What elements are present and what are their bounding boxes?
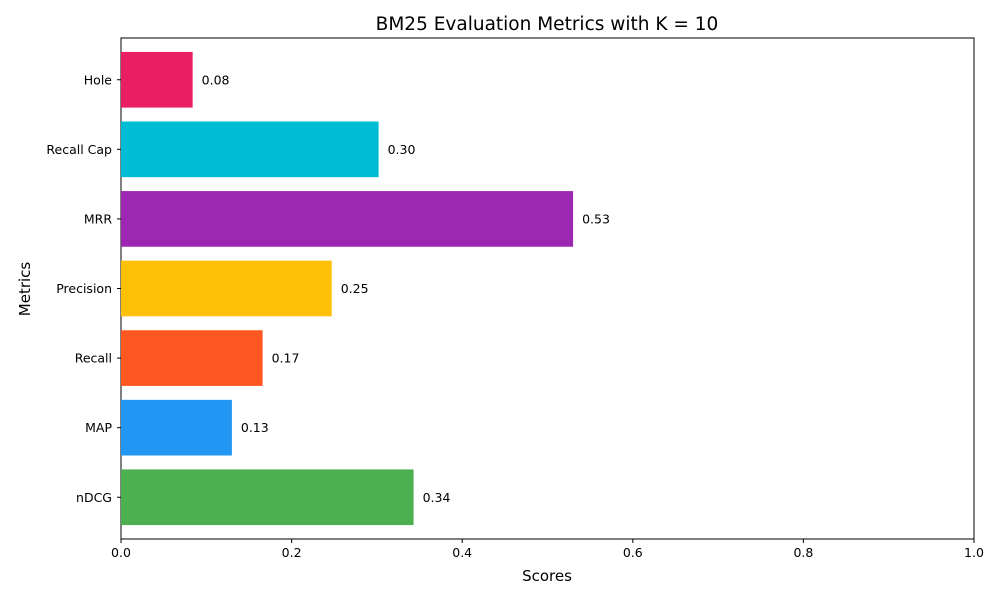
bar-hole — [121, 51, 193, 108]
y-axis-label: Metrics — [16, 262, 34, 317]
bar-recall — [121, 330, 263, 386]
x-tick-label: 1.0 — [964, 545, 984, 560]
data-label-precision: 0.25 — [341, 281, 369, 296]
bar-precision — [121, 260, 332, 317]
x-tick-label: 0.6 — [623, 545, 643, 560]
y-tick-label: Precision — [56, 281, 112, 296]
y-tick-label: Recall — [75, 351, 112, 366]
bar-recall-cap — [121, 121, 379, 178]
data-label-mrr: 0.53 — [582, 211, 610, 226]
y-tick-label: MRR — [84, 211, 112, 226]
y-tick-label: Recall Cap — [46, 142, 112, 157]
y-tick-label: MAP — [85, 420, 112, 435]
y-axis-ticks: nDCG MAP Recall Precision MRR Recall Cap Hole — [46, 72, 121, 505]
data-label-hole: 0.08 — [202, 72, 230, 87]
bar-map — [121, 399, 232, 456]
data-label-map: 0.13 — [241, 420, 269, 435]
plot-area: 0.340.130.170.250.530.300.08 0.0 0.2 0.4 0.… — [46, 37, 984, 560]
x-axis-label: Scores — [522, 567, 572, 585]
data-label-recall: 0.17 — [272, 351, 300, 366]
x-tick-label: 0.4 — [452, 545, 472, 560]
bars-group: 0.34 0.13 0.17 0.25 0.53 0.30 0.08 — [121, 51, 610, 526]
bar-mrr — [121, 191, 574, 247]
y-tick-label: Hole — [84, 72, 113, 87]
data-label-recall-cap: 0.30 — [388, 142, 416, 157]
bar-ndcg — [121, 469, 414, 526]
y-tick-label: nDCG — [76, 490, 112, 505]
data-label-ndcg: 0.34 — [423, 490, 451, 505]
x-tick-label: 0.2 — [282, 545, 302, 560]
x-tick-label: 0.8 — [793, 545, 813, 560]
chart-title: BM25 Evaluation Metrics with K = 10 — [376, 14, 719, 35]
x-tick-label: 0.0 — [111, 545, 131, 560]
x-axis-ticks: 0.0 0.2 0.4 0.6 0.8 1.0 — [111, 539, 984, 560]
